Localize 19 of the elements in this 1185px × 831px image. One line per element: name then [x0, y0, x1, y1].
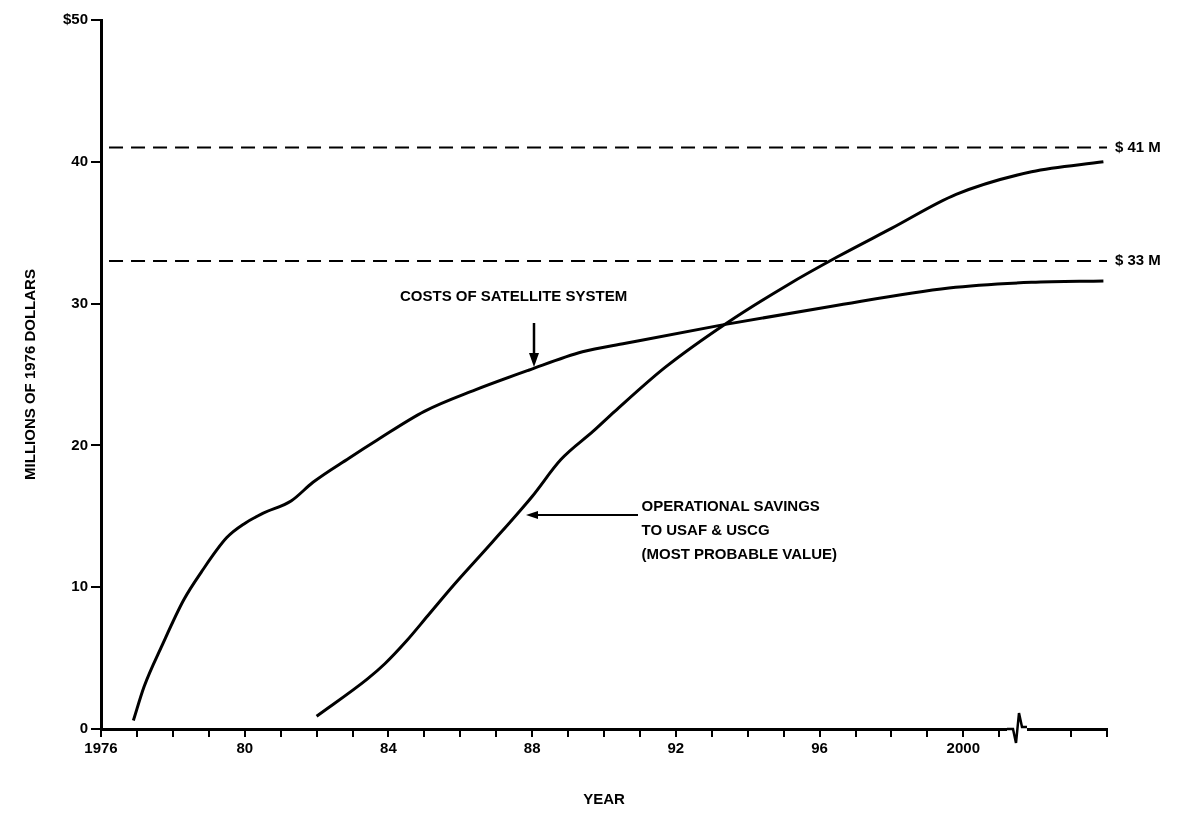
x-tick-label: 92	[667, 739, 685, 757]
ref-line-label: $ 41 M	[1115, 137, 1161, 155]
y-tick-label: 10	[71, 577, 89, 595]
x-tick-label: 88	[523, 739, 541, 757]
x-tick-label: 1976	[84, 739, 118, 757]
x-tick-label: 2000	[946, 739, 980, 757]
annotation: OPERATIONAL SAVINGS TO USAF & USCG (MOST PROBABLE VALUE)	[641, 497, 838, 563]
annotation: COSTS OF SATELLITE SYSTEM	[399, 286, 628, 304]
x-tick-label: 96	[811, 739, 828, 757]
x-tick-label: 84	[380, 739, 398, 757]
y-tick-label: $50	[63, 10, 89, 28]
y-tick-label: 40	[71, 151, 89, 169]
ref-line-label: $ 33 M	[1115, 251, 1161, 269]
x-axis-title: YEAR	[583, 790, 626, 808]
y-tick-label: 0	[79, 719, 89, 737]
y-tick-label: 30	[71, 293, 89, 311]
y-tick-label: 20	[71, 435, 89, 453]
x-tick-label: 80	[236, 739, 254, 757]
y-axis-title: MILLIONS OF 1976 DOLLARS	[21, 269, 39, 480]
